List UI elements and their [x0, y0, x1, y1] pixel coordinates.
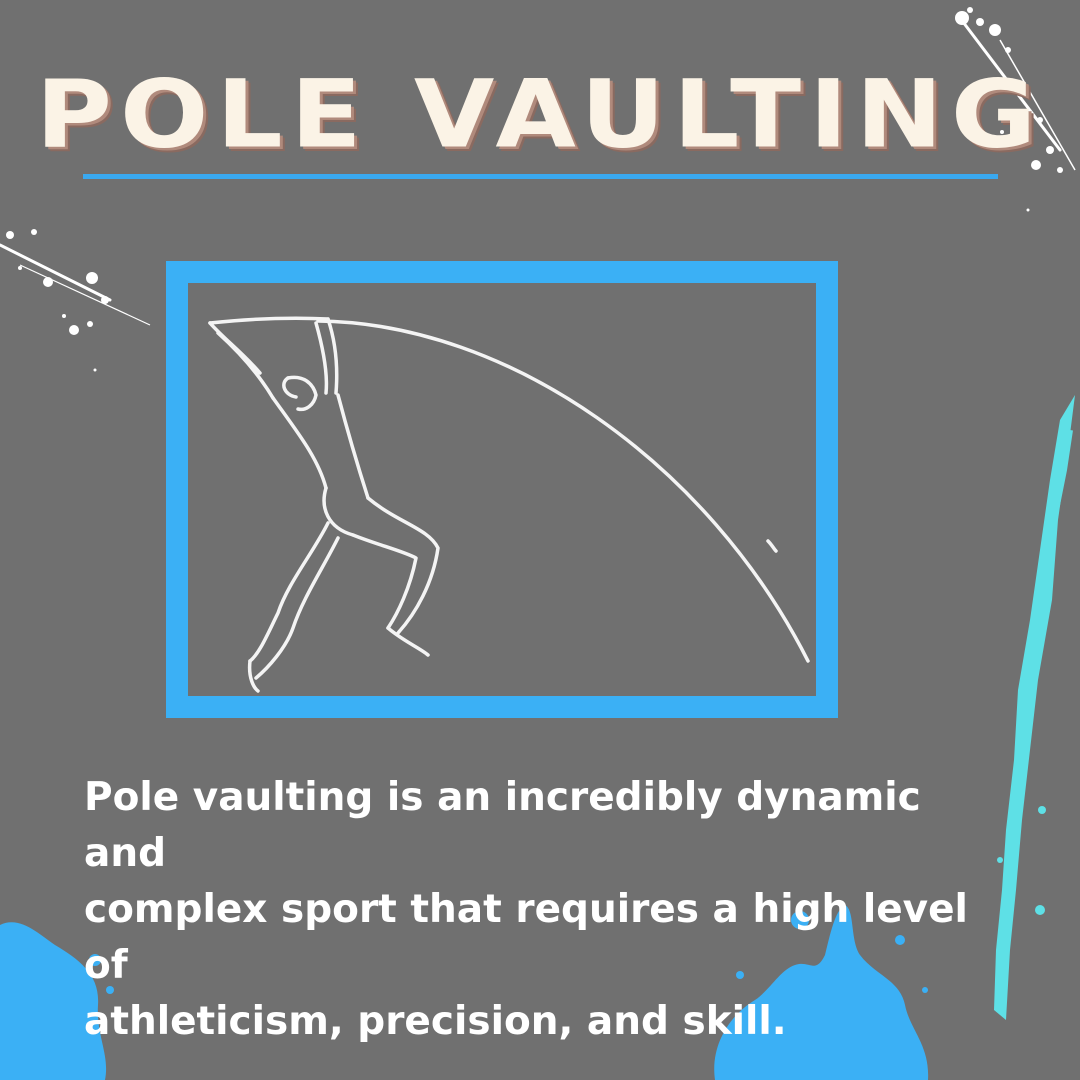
white-splatter-top-right	[955, 7, 1076, 212]
pole-vaulter-icon	[208, 316, 810, 693]
blue-splash-bottom-center	[714, 905, 929, 1080]
title-underline	[83, 174, 998, 179]
page-title: POLE VAULTING	[35, 59, 1045, 169]
blue-splash-bottom-left	[0, 922, 114, 1080]
illustration-frame	[166, 261, 838, 718]
cyan-brush-stroke	[994, 395, 1075, 1020]
white-splatter-left	[0, 229, 151, 372]
description-text: Pole vaulting is an incredibly dynamic a…	[84, 775, 968, 1044]
